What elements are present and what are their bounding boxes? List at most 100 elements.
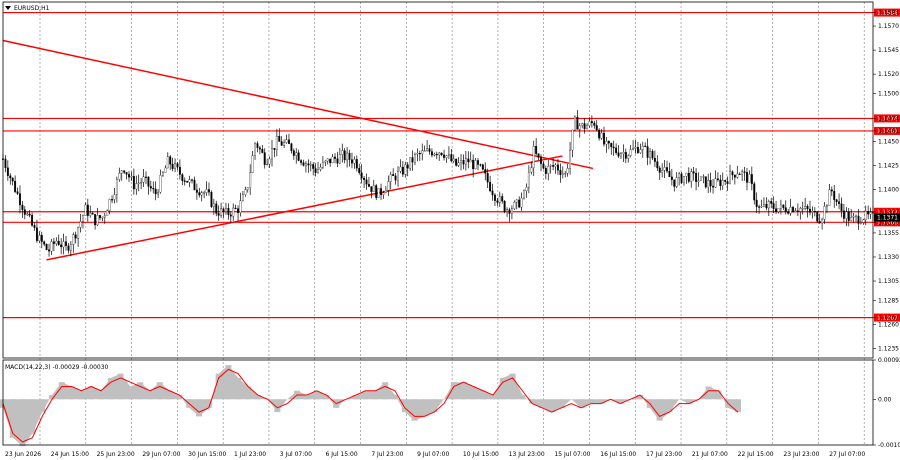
time-axis-label: 29 Jun 07:00: [142, 451, 180, 458]
candle-body: [784, 207, 787, 213]
candle-body: [159, 175, 162, 193]
candle-body: [692, 171, 695, 174]
candle-body: [460, 160, 462, 163]
level-badge-label: 1.1584: [877, 10, 898, 17]
candle-body: [317, 169, 319, 173]
candle-body: [658, 167, 661, 173]
candle-body: [266, 163, 269, 166]
candle-body: [685, 172, 688, 177]
candle-body: [348, 152, 351, 160]
candle-body: [748, 174, 751, 183]
candle-body: [154, 188, 157, 195]
candle-body: [477, 160, 479, 165]
candle-body: [527, 171, 530, 188]
candle-body: [178, 166, 181, 175]
candle-body: [636, 147, 639, 153]
candle-body: [181, 174, 184, 181]
candle-body: [707, 180, 710, 188]
candle-body: [772, 203, 775, 209]
candle-body: [828, 189, 831, 206]
candle-body: [733, 174, 736, 178]
candle-body: [719, 179, 722, 186]
candle-body: [823, 206, 826, 220]
candle-body: [430, 151, 433, 156]
price-axis-label: 1.1545: [878, 47, 899, 54]
candle-body: [256, 143, 259, 148]
candle-body: [205, 189, 208, 193]
candle-body: [491, 190, 494, 196]
time-axis-label: 24 Jun 15:00: [51, 451, 89, 458]
macd-pane-border: [2, 359, 874, 446]
candle-body: [838, 201, 841, 204]
candle-body: [561, 173, 564, 175]
candle-body: [544, 168, 547, 174]
candle-body: [859, 222, 862, 224]
candle-body: [358, 168, 361, 173]
candle-body: [743, 171, 746, 173]
candle-body: [84, 204, 87, 216]
candle-body: [353, 159, 356, 164]
level-badge-label: 1.1377: [877, 209, 898, 216]
time-axis-label: 17 Jul 23:00: [646, 451, 682, 458]
candle-body: [215, 203, 218, 214]
candle-body: [462, 160, 465, 165]
candle-body: [351, 159, 353, 164]
candle-body: [590, 121, 593, 124]
candle-body: [586, 125, 588, 130]
candle-body: [758, 206, 761, 208]
candle-body: [254, 143, 256, 156]
candle-body: [176, 163, 179, 168]
candle-body: [826, 205, 828, 207]
candle-body: [418, 153, 421, 155]
candle-body: [603, 132, 605, 145]
candle-body: [319, 167, 322, 170]
candle-body: [399, 166, 402, 172]
candle-body: [120, 170, 123, 174]
candle-body: [792, 207, 794, 212]
candle-body: [246, 187, 249, 190]
candle-body: [62, 241, 65, 248]
candle-body: [714, 178, 717, 188]
candle-body: [542, 163, 545, 169]
candle-body: [280, 141, 283, 146]
candle-body: [4, 158, 7, 168]
symbol-title: EURUSD,H1: [14, 5, 50, 12]
candle-body: [699, 176, 702, 181]
candle-body: [564, 173, 567, 175]
candle-body: [595, 125, 598, 131]
candle-body: [852, 215, 855, 218]
candle-body: [208, 189, 210, 193]
candle-body: [581, 123, 584, 126]
candle-body: [731, 171, 734, 176]
candle-body: [847, 211, 850, 221]
candle-body: [503, 201, 506, 212]
macd-signal-line: [2, 368, 739, 443]
candle-body: [518, 199, 521, 208]
candle-body: [624, 152, 627, 159]
candle-body: [770, 201, 773, 204]
candle-body: [142, 176, 145, 183]
candle-body: [583, 123, 586, 130]
time-axis-label: 23 Jun 2026: [5, 451, 41, 458]
candle-body: [79, 221, 82, 228]
macd-axis-label: 0.00092: [878, 357, 900, 364]
trendlines: [2, 39, 594, 261]
trendline-ascending: [46, 155, 563, 261]
price-axis-label: 1.1425: [878, 163, 899, 170]
candle-body: [801, 208, 804, 210]
candle-body: [6, 167, 9, 176]
candle-body: [135, 183, 138, 190]
candle-body: [334, 156, 336, 159]
candle-body: [50, 241, 53, 252]
candle-body: [9, 175, 12, 179]
candle-body: [765, 203, 768, 209]
chevron-down-icon[interactable]: [5, 6, 11, 10]
candle-body: [19, 193, 21, 206]
candle-body: [537, 153, 540, 158]
candle-body: [389, 174, 392, 182]
candle-body: [52, 241, 55, 244]
candle-body: [746, 172, 748, 183]
candle-body: [845, 211, 848, 219]
candle-body: [661, 170, 664, 173]
